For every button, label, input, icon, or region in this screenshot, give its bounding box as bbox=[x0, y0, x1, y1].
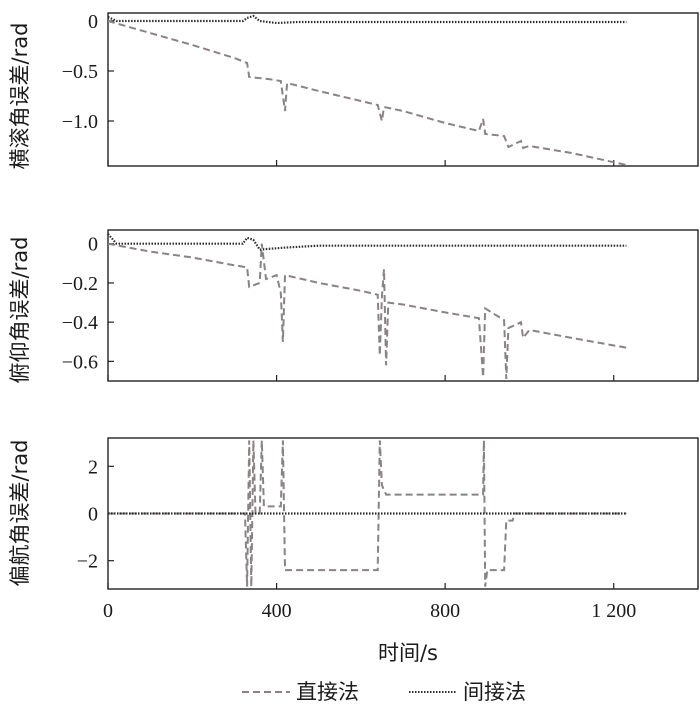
panel-3-ytick-label: 0 bbox=[88, 504, 98, 526]
panel-1-series-direct bbox=[107, 20, 627, 166]
panel-2-ytick-label: 0 bbox=[88, 234, 98, 256]
panel-2-series-indirect bbox=[107, 233, 627, 251]
panel-1-series-indirect bbox=[107, 14, 627, 25]
panel-2-ytick-label: −0.6 bbox=[62, 351, 98, 373]
panel-2-ytick-label: −0.4 bbox=[62, 312, 98, 334]
panel-2-series-direct bbox=[107, 242, 627, 380]
panel-1-frame bbox=[107, 12, 699, 167]
panel-2-ytick-label: −0.2 bbox=[62, 273, 98, 295]
x-tick-label: 1 200 bbox=[591, 600, 636, 622]
panel-1: 0 −0.5 −1.0 bbox=[62, 11, 627, 166]
panel-3-series-direct bbox=[108, 440, 627, 587]
legend-label-indirect: 间接法 bbox=[463, 680, 526, 704]
panel-3-ylabel: 偏航角误差/rad bbox=[8, 440, 32, 587]
legend: 直接法 间接法 bbox=[242, 680, 526, 704]
x-tick-label: 400 bbox=[262, 600, 292, 622]
panel-1-ytick-label: 0 bbox=[88, 11, 98, 33]
panel-1-ylabel: 横滚角误差/rad bbox=[8, 23, 32, 170]
panel-2-ylabel: 俯仰角误差/rad bbox=[8, 237, 32, 384]
panel-3-ytick-label: 2 bbox=[88, 456, 98, 478]
x-axis-label: 时间/s bbox=[378, 641, 438, 665]
legend-label-direct: 直接法 bbox=[296, 680, 359, 704]
panel-1-ytick-label: −1.0 bbox=[62, 111, 98, 133]
panel-2: 0 −0.2 −0.4 −0.6 bbox=[62, 233, 627, 381]
panel-2-frame bbox=[107, 229, 699, 382]
panel-3-ytick-label: −2 bbox=[77, 551, 98, 573]
x-tick-label: 800 bbox=[430, 600, 460, 622]
x-tick-label: 0 bbox=[103, 600, 113, 622]
panel-1-ytick-label: −0.5 bbox=[62, 61, 98, 83]
panel-3: 2 0 −2 0 400 800 1 200 bbox=[77, 440, 636, 622]
